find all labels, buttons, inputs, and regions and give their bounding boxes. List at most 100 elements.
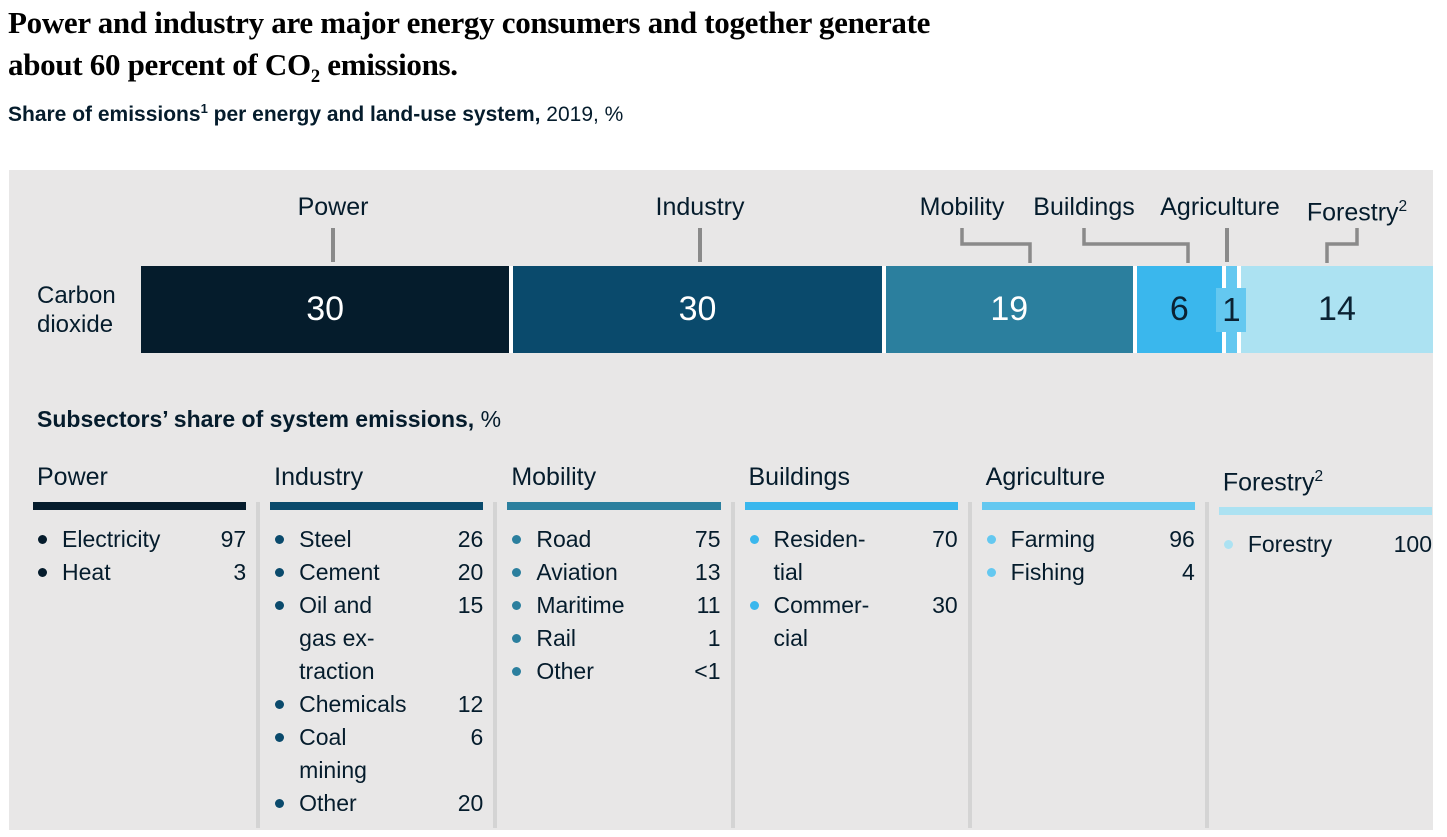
leader-line-mobility [960, 228, 1032, 263]
subsector-list: Steel 26 Cement 20 Oil and gas ex-traction 15 C… [270, 523, 483, 820]
bullet-icon [275, 535, 285, 544]
item-value: 75 [694, 526, 721, 552]
list-item: Coal mining 6 [270, 721, 483, 787]
bar-category-label-industry: Industry [655, 193, 745, 221]
title-line-2: about 60 percent of CO2 emissions. [8, 47, 458, 88]
item-label: Steel [299, 526, 352, 552]
bullet-icon [275, 700, 285, 709]
item-value: 70 [932, 526, 958, 552]
footnote-2-marker: 2 [1398, 198, 1408, 215]
bar-segment-value: 19 [990, 290, 1029, 328]
item-label: Rail [536, 625, 576, 651]
column-header: Forestry2 [1222, 468, 1324, 497]
bar-segment-industry: 30 [509, 266, 882, 353]
leader-line-forestry [1325, 228, 1359, 263]
list-item: Oil and gas ex-traction 15 [270, 589, 483, 688]
list-item: Aviation 13 [507, 556, 721, 589]
bullet-icon [38, 568, 47, 577]
item-value: <1 [694, 658, 721, 684]
subsector-list: Road 75 Aviation 13 Maritime 11 Rail 1 Other <1 [507, 523, 721, 688]
column-underline [1218, 507, 1432, 516]
item-label: Other [299, 790, 357, 816]
footnote-1-marker: 1 [200, 101, 208, 116]
bullet-icon [275, 601, 285, 610]
bar-segment-forestry: 14 [1236, 266, 1433, 353]
item-label: Chemicals [299, 691, 407, 717]
item-label: Cement [299, 559, 380, 585]
column-header: Agriculture [985, 463, 1106, 491]
leader-line-buildings [1082, 228, 1190, 263]
item-label: Forestry [1247, 531, 1333, 558]
list-item: Commer-cial 30 [745, 589, 958, 655]
item-label: Commer-cial [773, 592, 870, 651]
item-value: 100 [1393, 531, 1432, 558]
bullet-icon [275, 733, 285, 742]
item-label: Farming [1010, 526, 1096, 552]
subsector-column-buildings: Buildings Residen-tial 70 Commer-cial 30 [730, 462, 958, 830]
column-underline [33, 502, 247, 510]
list-item: Fishing 4 [982, 556, 1195, 589]
bar-segment-value: 30 [306, 290, 345, 328]
item-label: Residen-tial [773, 526, 866, 585]
item-value: 13 [694, 559, 721, 585]
list-item: Road 75 [507, 523, 721, 556]
item-label: Electricity [62, 526, 161, 552]
stacked-bar-row: Carbon dioxide 30 30 19 6 1 14 [9, 266, 1433, 353]
item-label: Fishing [1010, 559, 1085, 585]
bullet-icon [38, 535, 47, 544]
bar-segment-value: 6 [1169, 290, 1189, 328]
page-title: Power and industry are major energy cons… [8, 2, 1188, 98]
column-underline [507, 502, 721, 510]
column-header: Industry [274, 463, 364, 491]
column-underline [981, 502, 1195, 510]
chart-panel: Power Industry Mobility Buildings Agricultur… [9, 170, 1433, 830]
item-value: 20 [457, 790, 484, 816]
list-item: Electricity 97 [33, 523, 246, 556]
stacked-bar: 30 30 19 6 1 14 [141, 266, 1433, 353]
item-value: 30 [932, 592, 958, 618]
item-label: Road [536, 526, 592, 552]
bullet-icon [512, 535, 522, 544]
list-item: Chemicals 12 [270, 688, 483, 721]
subsectors-heading: Subsectors’ share of system emissions, % [37, 406, 502, 432]
item-value: 1 [707, 625, 721, 651]
item-value: 6 [470, 724, 484, 750]
bullet-icon [749, 601, 759, 610]
item-label: Aviation [536, 559, 618, 585]
subsector-columns: Power Electricity 97 Heat 3 Industry Steel 26 Ce… [33, 462, 1432, 830]
column-header: Power [37, 463, 108, 491]
item-label: Coal mining [299, 724, 367, 783]
co2-subscript: 2 [310, 66, 320, 88]
item-label: Maritime [536, 592, 625, 618]
subsector-column-power: Power Electricity 97 Heat 3 [33, 462, 247, 830]
list-item: Other 20 [270, 787, 483, 820]
bar-segment-mobility: 19 [881, 266, 1133, 353]
bullet-icon [749, 535, 759, 544]
bullet-icon [986, 535, 996, 544]
title-line-1: Power and industry are major energy cons… [8, 5, 931, 40]
subsector-column-mobility: Mobility Road 75 Aviation 13 Maritime 11 Rail 1 O… [493, 462, 721, 830]
bar-segment-value: 14 [1318, 290, 1356, 328]
list-item: Farming 96 [982, 523, 1195, 556]
bar-value-badge: 1 [1216, 287, 1247, 332]
subsector-column-agriculture: Agriculture Farming 96 Fishing 4 [967, 462, 1195, 830]
bullet-icon [986, 568, 996, 577]
item-value: 12 [457, 691, 484, 717]
bullet-icon [512, 568, 522, 577]
item-value: 4 [1182, 559, 1195, 585]
list-item: Rail 1 [507, 622, 721, 655]
bar-category-label-forestry: Forestry2 [1306, 198, 1408, 227]
item-label: Oil and gas ex-traction [299, 592, 375, 684]
chart-subtitle: Share of emissions1 per energy and land-… [8, 101, 624, 126]
bar-segment-power: 30 [141, 266, 510, 353]
item-value: 11 [696, 592, 721, 618]
bar-segment-agriculture: 1 [1216, 266, 1247, 353]
column-underline [744, 502, 958, 510]
subsector-column-forestry: Forestry2 Forestry 100 [1204, 462, 1432, 830]
subsector-column-industry: Industry Steel 26 Cement 20 Oil and gas ex-tra… [256, 462, 484, 830]
bar-category-label-agriculture: Agriculture [1160, 193, 1280, 221]
subsector-list: Farming 96 Fishing 4 [982, 523, 1195, 589]
bar-category-label-buildings: Buildings [1033, 193, 1135, 221]
list-item: Heat 3 [33, 556, 246, 589]
bar-row-label: Carbon dioxide [37, 281, 116, 338]
